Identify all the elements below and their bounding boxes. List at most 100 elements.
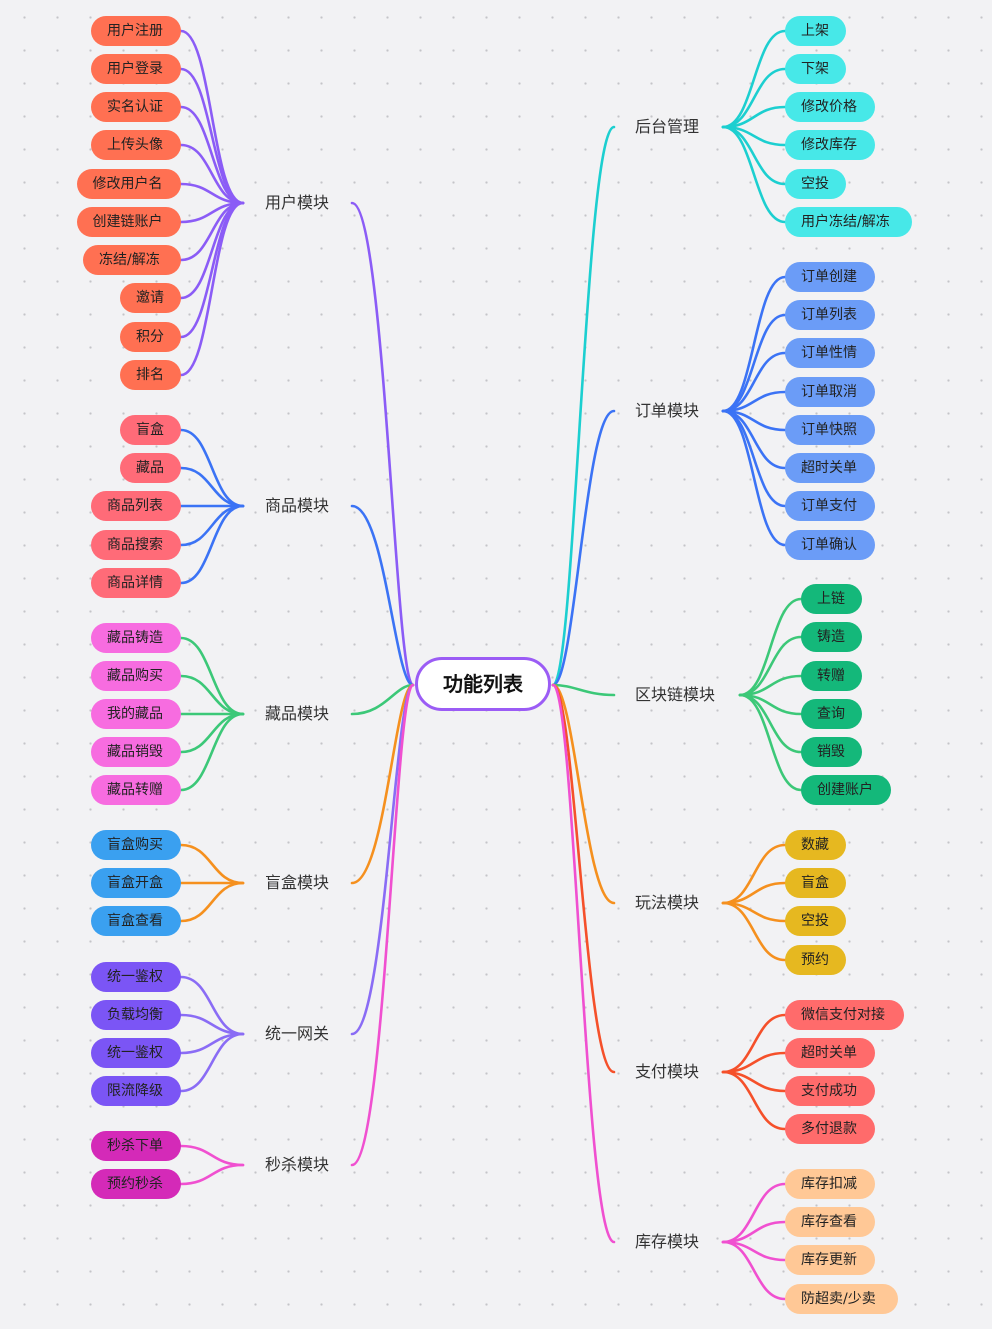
- leaf-node[interactable]: 冻结/解冻: [83, 245, 181, 275]
- leaf-node[interactable]: 盲盒开盒: [91, 868, 181, 898]
- leaf-node[interactable]: 藏品铸造: [91, 623, 181, 653]
- leaf-line: [179, 201, 245, 377]
- leaf-node[interactable]: 藏品购买: [91, 661, 181, 691]
- leaf-node[interactable]: 多付退款: [785, 1114, 875, 1144]
- branch-line: [551, 683, 616, 697]
- leaf-node[interactable]: 上传头像: [91, 130, 181, 160]
- leaf-node[interactable]: 预约秒杀: [91, 1169, 181, 1199]
- leaf-line: [179, 428, 245, 508]
- leaf-node[interactable]: 藏品销毁: [91, 737, 181, 767]
- module-label[interactable]: 订单模块: [635, 401, 700, 420]
- leaf-node[interactable]: 藏品: [120, 453, 181, 483]
- leaf-node[interactable]: 库存扣减: [785, 1169, 875, 1199]
- leaf-node[interactable]: 统一鉴权: [91, 962, 181, 992]
- leaf-line: [721, 409, 787, 547]
- leaf-node[interactable]: 盲盒购买: [91, 830, 181, 860]
- leaf-node[interactable]: 积分: [120, 322, 181, 352]
- leaf-node[interactable]: 秒杀下单: [91, 1131, 181, 1161]
- leaf-node[interactable]: 排名: [120, 360, 181, 390]
- leaf-node[interactable]: 负载均衡: [91, 1000, 181, 1030]
- leaf-node[interactable]: 统一鉴权: [91, 1038, 181, 1068]
- leaf-node[interactable]: 创建链账户: [76, 207, 181, 237]
- leaf-node[interactable]: 修改用户名: [76, 169, 181, 199]
- leaf-node[interactable]: 上链: [801, 584, 862, 614]
- leaf-line: [179, 712, 245, 754]
- leaf-node[interactable]: 商品列表: [91, 491, 181, 521]
- leaf-line: [721, 29, 787, 129]
- module-label[interactable]: 秒杀模块: [265, 1155, 330, 1174]
- root-node[interactable]: 功能列表: [415, 657, 551, 711]
- module-label[interactable]: 统一网关: [265, 1024, 330, 1043]
- leaf-node[interactable]: 藏品转赠: [91, 775, 181, 805]
- leaf-node[interactable]: 微信支付对接: [785, 1000, 904, 1030]
- leaf-node[interactable]: 订单取消: [785, 377, 875, 407]
- leaf-node[interactable]: 商品搜索: [91, 530, 181, 560]
- leaf-node[interactable]: 订单支付: [785, 491, 875, 521]
- module-label[interactable]: 盲盒模块: [265, 873, 330, 892]
- leaf-node[interactable]: 盲盒: [120, 415, 181, 445]
- leaf-node[interactable]: 超时关单: [785, 1038, 875, 1068]
- branch-line: [350, 504, 415, 687]
- leaf-node[interactable]: 修改价格: [785, 92, 875, 122]
- leaf-node[interactable]: 盲盒查看: [91, 906, 181, 936]
- leaf-line: [721, 67, 787, 129]
- leaf-node[interactable]: 修改库存: [785, 130, 875, 160]
- leaf-node[interactable]: 用户冻结/解冻: [785, 207, 912, 237]
- leaf-node[interactable]: 支付成功: [785, 1076, 875, 1106]
- leaf-node[interactable]: 空投: [785, 906, 846, 936]
- leaf-line: [179, 1144, 245, 1167]
- leaf-node[interactable]: 上架: [785, 16, 846, 46]
- module-label[interactable]: 后台管理: [635, 117, 700, 136]
- leaf-node[interactable]: 数藏: [785, 830, 846, 860]
- leaf-line: [179, 712, 245, 792]
- leaf-node[interactable]: 库存查看: [785, 1207, 875, 1237]
- leaf-node[interactable]: 查询: [801, 699, 862, 729]
- leaf-line: [721, 1070, 787, 1131]
- leaf-node[interactable]: 限流降级: [91, 1076, 181, 1106]
- module-label[interactable]: 藏品模块: [265, 704, 330, 723]
- leaf-node[interactable]: 订单确认: [785, 530, 875, 560]
- branch-line: [350, 683, 415, 1167]
- leaf-line: [179, 674, 245, 716]
- module-label[interactable]: 区块链模块: [635, 685, 716, 704]
- leaf-node[interactable]: 转赠: [801, 661, 862, 691]
- module-label[interactable]: 库存模块: [635, 1232, 700, 1251]
- module-label[interactable]: 商品模块: [265, 496, 330, 515]
- leaf-node[interactable]: 订单快照: [785, 415, 875, 445]
- leaf-line: [721, 351, 787, 413]
- leaf-node[interactable]: 铸造: [801, 622, 862, 652]
- leaf-node[interactable]: 库存更新: [785, 1245, 875, 1275]
- branch-line: [350, 683, 415, 885]
- leaf-node[interactable]: 销毁: [801, 737, 862, 767]
- leaf-node[interactable]: 空投: [785, 169, 846, 199]
- leaf-node[interactable]: 邀请: [120, 283, 181, 313]
- leaf-node[interactable]: 防超卖/少卖: [785, 1284, 898, 1314]
- leaf-node[interactable]: 我的藏品: [91, 699, 181, 729]
- module-label[interactable]: 支付模块: [635, 1062, 700, 1081]
- leaf-line: [179, 105, 245, 205]
- branch-line: [350, 683, 415, 716]
- leaf-node[interactable]: 盲盒: [785, 868, 846, 898]
- leaf-node[interactable]: 订单创建: [785, 262, 875, 292]
- leaf-line: [179, 143, 245, 205]
- leaf-node[interactable]: 实名认证: [91, 92, 181, 122]
- module-label[interactable]: 玩法模块: [635, 893, 700, 912]
- leaf-node[interactable]: 预约: [785, 945, 846, 975]
- branch-line: [551, 683, 616, 1244]
- leaf-node[interactable]: 用户注册: [91, 16, 181, 46]
- leaf-line: [179, 636, 245, 716]
- leaf-line: [179, 975, 245, 1036]
- leaf-node[interactable]: 订单性情: [785, 338, 875, 368]
- leaf-line: [179, 1163, 245, 1186]
- leaf-line: [738, 635, 803, 697]
- leaf-node[interactable]: 超时关单: [785, 453, 875, 483]
- leaf-line: [179, 201, 245, 339]
- leaf-node[interactable]: 创建账户: [801, 775, 891, 805]
- leaf-node[interactable]: 商品详情: [91, 568, 181, 598]
- leaf-node[interactable]: 下架: [785, 54, 846, 84]
- leaf-node[interactable]: 订单列表: [785, 300, 875, 330]
- leaf-node[interactable]: 用户登录: [91, 54, 181, 84]
- leaf-line: [179, 504, 245, 585]
- module-label[interactable]: 用户模块: [265, 193, 330, 212]
